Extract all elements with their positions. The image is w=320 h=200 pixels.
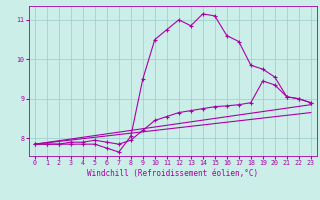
X-axis label: Windchill (Refroidissement éolien,°C): Windchill (Refroidissement éolien,°C): [87, 169, 258, 178]
